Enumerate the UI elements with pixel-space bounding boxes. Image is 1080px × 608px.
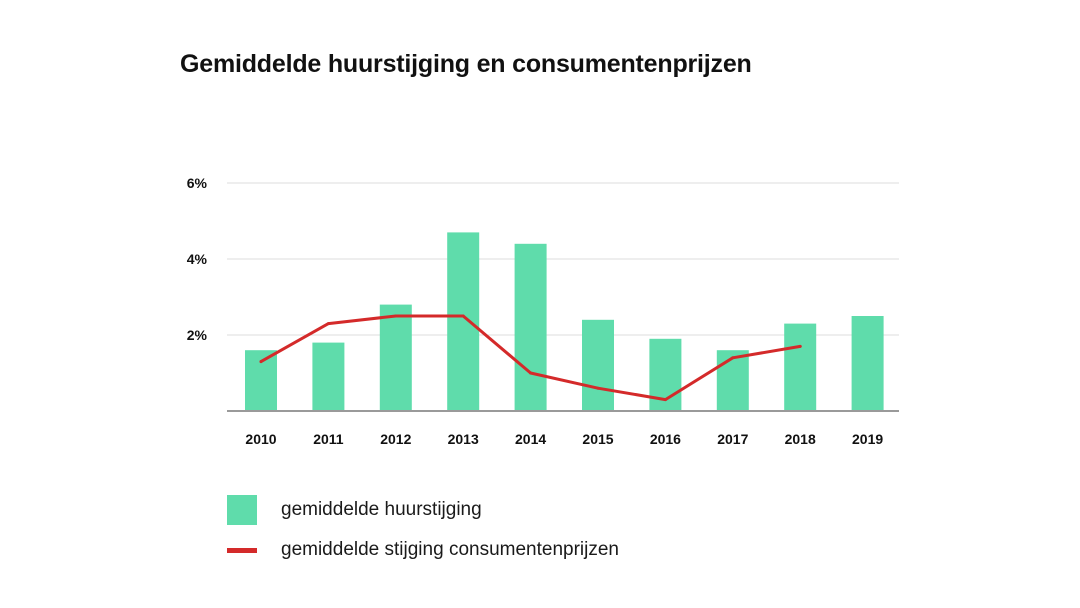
line-point-2016 bbox=[663, 398, 667, 402]
x-tick-label: 2015 bbox=[582, 431, 613, 447]
line-point-2011 bbox=[326, 322, 330, 326]
line-point-2010 bbox=[259, 360, 263, 364]
chart-title: Gemiddelde huurstijging en consumentenpr… bbox=[180, 50, 752, 78]
y-tick-label: 2% bbox=[187, 327, 208, 343]
bar-2018 bbox=[784, 323, 817, 411]
bar-2010 bbox=[245, 350, 277, 411]
legend-label-huurstijging: gemiddelde huurstijging bbox=[281, 499, 482, 520]
bar-2011 bbox=[312, 342, 345, 411]
bar-2014 bbox=[514, 243, 547, 411]
x-tick-label: 2016 bbox=[650, 431, 681, 447]
legend-label-consumentenprijzen: gemiddelde stijging consumentenprijzen bbox=[281, 539, 619, 560]
bar-2013 bbox=[447, 232, 480, 411]
y-tick-label: 4% bbox=[187, 251, 208, 267]
x-tick-label: 2018 bbox=[785, 431, 816, 447]
x-tick-label: 2013 bbox=[448, 431, 479, 447]
line-point-2017 bbox=[731, 356, 735, 360]
legend-swatch-huurstijging bbox=[227, 495, 257, 525]
legend-item-huurstijging: gemiddelde huurstijging bbox=[227, 494, 619, 526]
bar-2017 bbox=[716, 350, 749, 411]
bar-2019 bbox=[851, 316, 884, 411]
legend-swatch-consumentenprijzen bbox=[227, 547, 257, 553]
x-tick-label: 2014 bbox=[515, 431, 546, 447]
line-point-2018 bbox=[798, 344, 802, 348]
bar-2015 bbox=[582, 319, 614, 411]
line-point-2013 bbox=[461, 314, 465, 318]
x-tick-label: 2011 bbox=[313, 431, 344, 447]
x-tick-label: 2010 bbox=[245, 431, 276, 447]
bar-2012 bbox=[379, 304, 412, 411]
line-point-2015 bbox=[596, 386, 600, 390]
x-tick-label: 2017 bbox=[717, 431, 748, 447]
y-tick-label: 6% bbox=[187, 175, 208, 191]
line-point-2014 bbox=[529, 371, 533, 375]
legend-item-consumentenprijzen: gemiddelde stijging consumentenprijzen bbox=[227, 534, 619, 566]
x-tick-label: 2019 bbox=[852, 431, 883, 447]
rent-vs-cpi-chart: 2% 4% 6% 2010 2011 2012 2013 2014 2015 2016 2017 20… bbox=[187, 175, 899, 447]
x-tick-label: 2012 bbox=[380, 431, 411, 447]
chart-legend: gemiddelde huurstijging gemiddelde stijg… bbox=[227, 494, 619, 574]
line-point-2012 bbox=[394, 314, 398, 318]
